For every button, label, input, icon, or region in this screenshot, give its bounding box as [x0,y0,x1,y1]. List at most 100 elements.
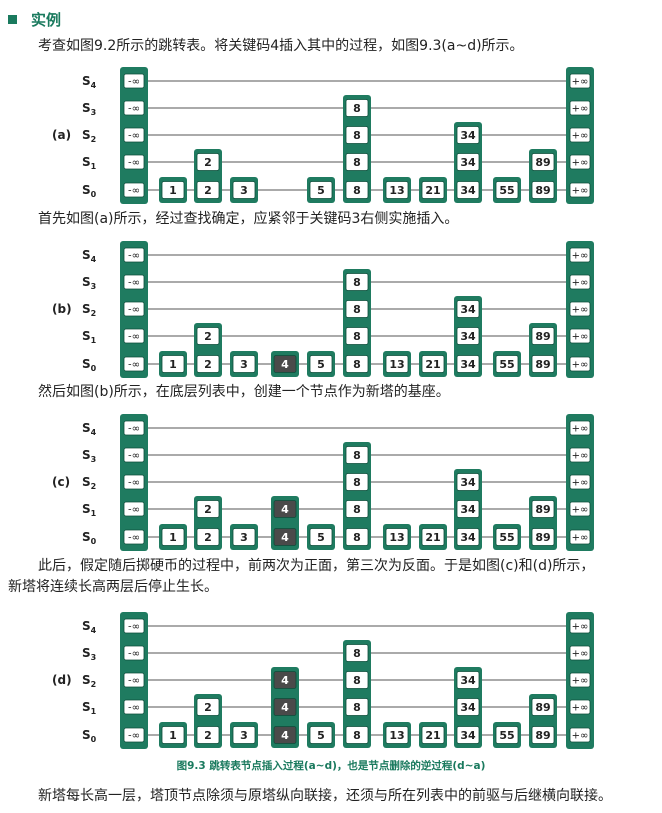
sentinel-cell [569,100,591,116]
node [345,273,369,291]
node-key: 2 [204,330,212,343]
new-node [273,355,297,373]
sentinel-label: +∞ [572,478,589,489]
node [456,726,480,744]
node [345,671,369,689]
section-title: 实例 [31,10,62,29]
node-key: 4 [281,701,289,714]
sentinel-label: +∞ [572,278,589,289]
node-key: 4 [281,674,289,687]
new-node [273,726,297,744]
sentinel-label: +∞ [572,622,589,633]
node [309,355,333,373]
node [456,153,480,171]
node-key: 8 [353,303,361,316]
sentinel-cell [569,420,591,436]
node [421,528,445,546]
node-key: 2 [204,531,212,544]
paragraph-c-line2: 新塔将连续长高两层后停止生长。 [8,579,218,595]
node [456,500,480,518]
sentinel-label: +∞ [572,131,589,142]
node-key: 34 [460,156,476,169]
node [531,153,555,171]
node-key: 34 [460,476,476,489]
paragraph-b: 然后如图(b)所示，在底层列表中，创建一个节点作为新塔的基座。 [38,384,450,400]
sentinel-label: -∞ [128,251,140,262]
node [456,300,480,318]
node-key: 8 [353,701,361,714]
node [495,355,519,373]
node [456,528,480,546]
sentinel-cell [569,447,591,463]
node [531,698,555,716]
node-key: 55 [499,358,514,371]
node [531,181,555,199]
node-key: 89 [535,358,550,371]
node-key: 13 [389,729,404,742]
node-key: 5 [317,729,325,742]
node [345,300,369,318]
node-key: 89 [535,701,550,714]
node-key: 89 [535,729,550,742]
sentinel-label: +∞ [572,533,589,544]
node [196,528,220,546]
node [385,355,409,373]
node-key: 8 [353,476,361,489]
level-label: S1 [82,700,97,716]
node-key: 34 [460,701,476,714]
node [196,500,220,518]
tower [343,269,371,377]
node [309,181,333,199]
node-key: 13 [389,358,404,371]
node-key: 34 [460,129,476,142]
node [345,644,369,662]
node [345,528,369,546]
node-key: 34 [460,674,476,687]
sentinel-label: -∞ [128,703,140,714]
paragraph-c-line1: 此后，假定随后掷硬币的过程中，前两次为正面，第三次为反面。于是如图(c)和(d)… [38,558,595,574]
node-key: 8 [353,674,361,687]
level-label: S0 [82,530,97,546]
level-label: S3 [82,646,96,662]
node-key: 3 [240,729,248,742]
node [345,355,369,373]
level-label: S2 [82,475,96,491]
node-key: 1 [169,184,177,197]
node-key: 21 [425,531,440,544]
level-label: S2 [82,673,96,689]
sentinel-cell [123,154,145,170]
node [196,355,220,373]
node [196,181,220,199]
level-label: S4 [82,421,97,437]
sentinel-label: +∞ [572,731,589,742]
level-label: S0 [82,183,97,199]
tower [343,640,371,748]
node-key: 5 [317,531,325,544]
sentinel-cell [123,529,145,545]
node [196,726,220,744]
level-label: S4 [82,619,97,635]
node [421,726,445,744]
sentinel-label: -∞ [128,533,140,544]
node [495,726,519,744]
node-key: 8 [353,129,361,142]
node-key: 1 [169,531,177,544]
sentinel-cell [123,672,145,688]
sentinel-label: +∞ [572,104,589,115]
sentinel-cell [123,328,145,344]
sentinel-label: -∞ [128,478,140,489]
node-key: 55 [499,729,514,742]
node-key: 1 [169,358,177,371]
node [456,671,480,689]
node-key: 2 [204,701,212,714]
sentinel-cell [569,618,591,634]
sentinel-cell [569,182,591,198]
node-key: 2 [204,503,212,516]
node [345,500,369,518]
sentinel-cell [569,645,591,661]
node [531,355,555,373]
tower [343,95,371,203]
sentinel-label: -∞ [128,731,140,742]
